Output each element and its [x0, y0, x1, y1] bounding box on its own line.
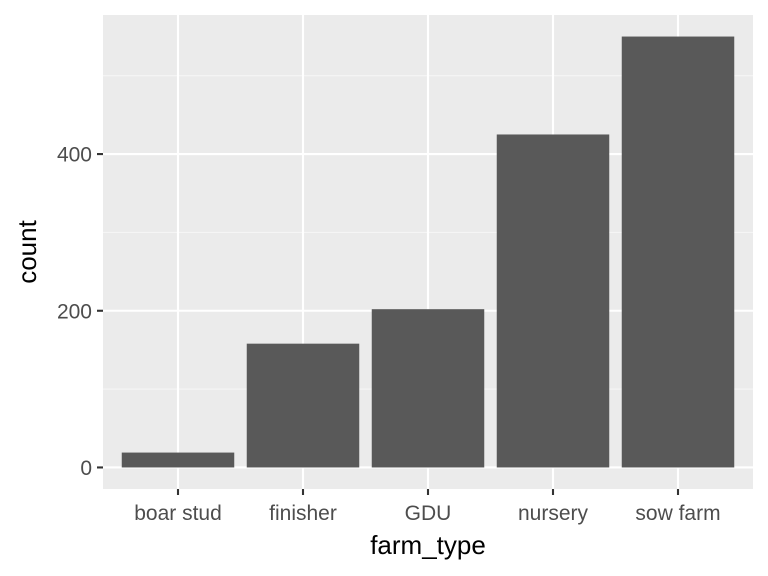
x-tick-label: boar stud: [134, 502, 222, 525]
x-tick-label: finisher: [269, 502, 337, 525]
bar-sow-farm: [621, 36, 735, 468]
x-tick-label: sow farm: [635, 502, 720, 525]
x-tick-label: GDU: [405, 502, 452, 525]
y-axis: 0 200 400: [57, 144, 103, 480]
y-tick-label: 400: [57, 144, 92, 167]
bar-finisher: [246, 343, 360, 468]
x-axis-title: farm_type: [370, 530, 486, 560]
y-axis-title: count: [12, 219, 42, 283]
bar-boar-stud: [121, 452, 235, 468]
y-tick-label: 200: [57, 300, 92, 323]
bar-gdu: [371, 309, 485, 468]
x-tick-label: nursery: [518, 502, 589, 525]
bars: [121, 36, 735, 468]
y-tick-label: 0: [80, 457, 92, 480]
x-axis: boar stud finisher GDU nursery sow farm: [134, 489, 721, 525]
bar-nursery: [496, 134, 610, 468]
